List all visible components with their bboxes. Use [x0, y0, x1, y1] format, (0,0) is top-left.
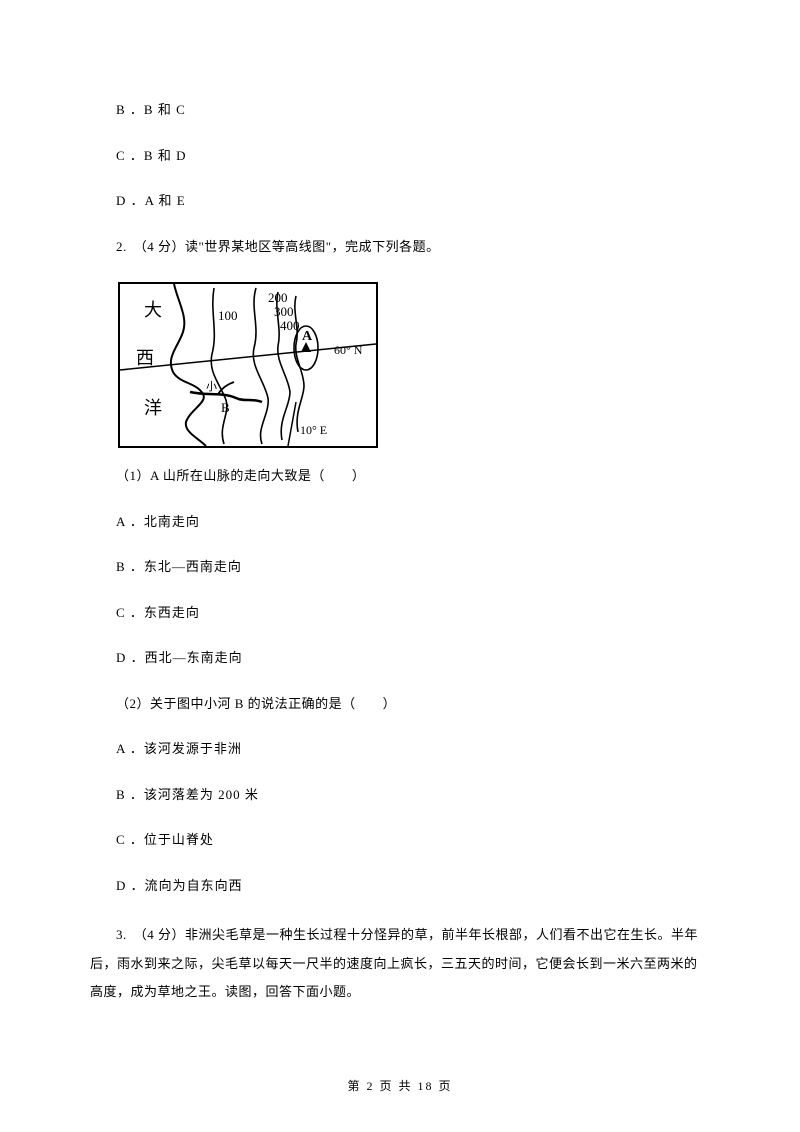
q2-sub2-a: A ．该河发源于非洲 — [90, 739, 710, 759]
contour-200-label: 200 — [268, 290, 288, 305]
ocean-label-3: 洋 — [144, 398, 162, 418]
q2-sub2-d: D ．流向为自东向西 — [90, 876, 710, 896]
q2-sub1-a: A ．北南走向 — [90, 512, 710, 532]
ocean-label-2: 西 — [136, 348, 154, 368]
lat-label: 60° N — [334, 343, 363, 357]
q2-prompt: 2. （4 分）读"世界某地区等高线图"，完成下列各题。 — [90, 237, 710, 257]
page-footer: 第 2 页 共 18 页 — [0, 1077, 800, 1094]
point-b-label: B — [221, 400, 230, 415]
ocean-label-1: 大 — [144, 300, 162, 320]
contour-400-label: 400 — [280, 318, 300, 333]
prev-option-b: B ．B 和 C — [90, 100, 710, 120]
q2-figure: 大 西 洋 100 200 300 400 A B 小 60° N 10° E — [118, 282, 710, 448]
q2-sub1-b: B ．东北—西南走向 — [90, 557, 710, 577]
contour-100-label: 100 — [218, 308, 238, 323]
q2-sub2-c: C ．位于山脊处 — [90, 830, 710, 850]
q2-sub1-d: D ．西北—东南走向 — [90, 648, 710, 668]
q2-sub1-c: C ．东西走向 — [90, 603, 710, 623]
prev-option-d: D ．A 和 E — [90, 191, 710, 211]
lon-label: 10° E — [300, 423, 327, 437]
q2-sub2-b: B ．该河落差为 200 米 — [90, 785, 710, 805]
point-a-label: A — [302, 329, 313, 344]
q2-sub1-prompt: （1）A 山所在山脉的走向大致是（ ） — [90, 466, 710, 486]
q2-sub2-prompt: （2）关于图中小河 B 的说法正确的是（ ） — [90, 694, 710, 714]
river-small-label: 小 — [206, 380, 217, 393]
q3-prompt: 3. （4 分）非洲尖毛草是一种生长过程十分怪异的草，前半年长根部，人们看不出它… — [90, 921, 710, 1007]
contour-300-label: 300 — [274, 304, 294, 319]
prev-option-c: C ．B 和 D — [90, 146, 710, 166]
